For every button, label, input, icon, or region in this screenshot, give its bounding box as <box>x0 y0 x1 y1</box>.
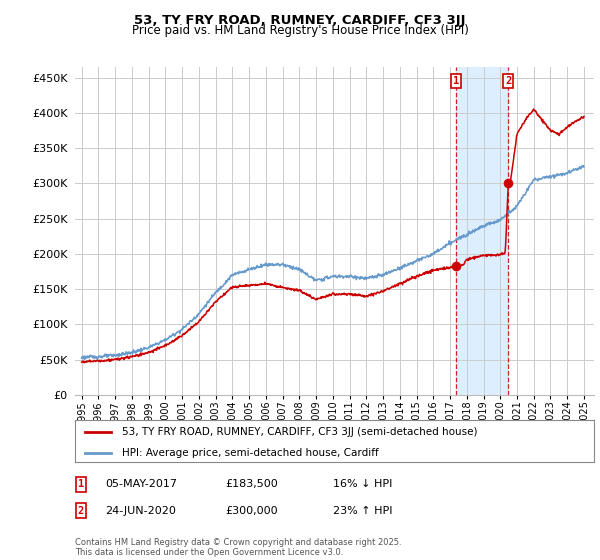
Point <box>451 261 461 270</box>
Point <box>503 179 513 188</box>
Text: 2: 2 <box>78 506 84 516</box>
Text: 53, TY FRY ROAD, RUMNEY, CARDIFF, CF3 3JJ (semi-detached house): 53, TY FRY ROAD, RUMNEY, CARDIFF, CF3 3J… <box>122 427 477 437</box>
Text: Price paid vs. HM Land Registry's House Price Index (HPI): Price paid vs. HM Land Registry's House … <box>131 24 469 37</box>
Text: £183,500: £183,500 <box>225 479 278 489</box>
Text: 1: 1 <box>78 479 84 489</box>
Bar <box>456 67 508 395</box>
Text: 24-JUN-2020: 24-JUN-2020 <box>105 506 176 516</box>
Text: 2: 2 <box>505 76 511 86</box>
Text: 05-MAY-2017: 05-MAY-2017 <box>105 479 177 489</box>
Text: 16% ↓ HPI: 16% ↓ HPI <box>333 479 392 489</box>
Text: HPI: Average price, semi-detached house, Cardiff: HPI: Average price, semi-detached house,… <box>122 448 379 458</box>
Text: 1: 1 <box>453 76 460 86</box>
Text: 23% ↑ HPI: 23% ↑ HPI <box>333 506 392 516</box>
Text: 53, TY FRY ROAD, RUMNEY, CARDIFF, CF3 3JJ: 53, TY FRY ROAD, RUMNEY, CARDIFF, CF3 3J… <box>134 14 466 27</box>
Text: Contains HM Land Registry data © Crown copyright and database right 2025.
This d: Contains HM Land Registry data © Crown c… <box>75 538 401 557</box>
Text: £300,000: £300,000 <box>225 506 278 516</box>
